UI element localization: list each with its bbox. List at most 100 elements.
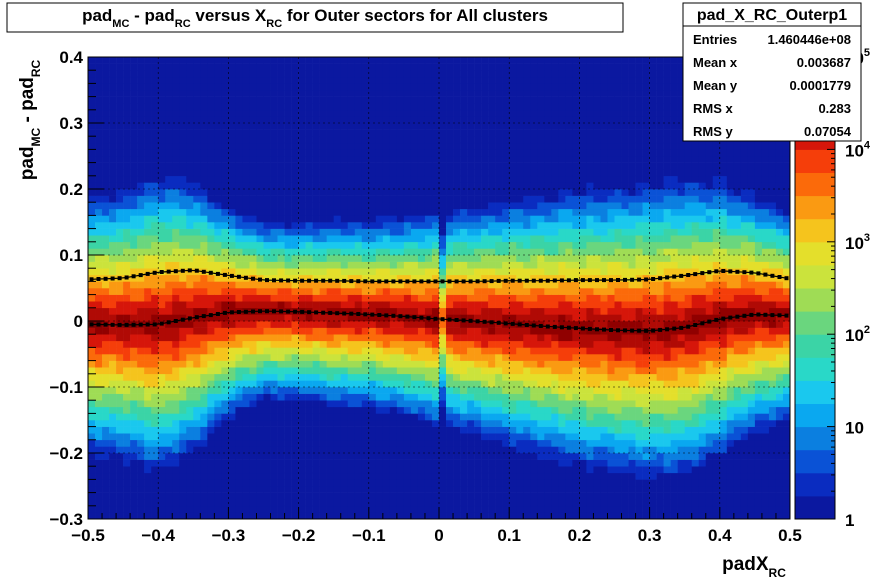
heatmap-cell bbox=[221, 162, 229, 170]
heatmap-cell bbox=[368, 420, 377, 427]
heatmap-cell bbox=[214, 354, 222, 361]
heatmap-cell bbox=[523, 393, 531, 401]
heatmap-cell bbox=[291, 268, 299, 276]
heatmap-cell bbox=[347, 420, 356, 427]
heatmap-cell bbox=[263, 354, 271, 361]
heatmap-cell bbox=[151, 466, 159, 474]
heatmap-cell bbox=[579, 162, 587, 170]
heatmap-cell bbox=[516, 406, 524, 414]
heatmap-cell bbox=[193, 162, 201, 170]
heatmap-cell bbox=[382, 83, 391, 91]
heatmap-cell bbox=[544, 334, 552, 342]
heatmap-cell bbox=[158, 255, 166, 262]
heatmap-cell bbox=[228, 96, 236, 104]
heatmap-cell bbox=[460, 479, 468, 487]
heatmap-cell bbox=[340, 426, 349, 434]
heatmap-cell bbox=[144, 314, 152, 322]
heatmap-cell bbox=[235, 453, 243, 460]
heatmap-cell bbox=[551, 426, 559, 434]
heatmap-cell bbox=[270, 248, 278, 256]
heatmap-cell bbox=[431, 472, 440, 480]
heatmap-cell bbox=[488, 380, 496, 388]
heatmap-cell bbox=[235, 129, 243, 137]
heatmap-cell bbox=[410, 301, 419, 309]
heatmap-cell bbox=[221, 327, 229, 335]
heatmap-cell bbox=[396, 116, 405, 124]
heatmap-cell bbox=[312, 63, 320, 71]
heatmap-cell bbox=[186, 472, 194, 480]
heatmap-cell bbox=[396, 420, 405, 427]
heatmap-cell bbox=[319, 63, 327, 71]
heatmap-cell bbox=[102, 63, 110, 71]
heatmap-cell bbox=[396, 360, 405, 368]
heatmap-cell bbox=[460, 235, 468, 243]
heatmap-cell bbox=[179, 492, 187, 500]
heatmap-cell bbox=[537, 222, 545, 229]
heatmap-cell bbox=[144, 261, 152, 269]
heatmap-cell bbox=[467, 116, 475, 124]
heatmap-cell bbox=[424, 57, 433, 64]
heatmap-cell bbox=[144, 96, 152, 104]
heatmap-cell bbox=[242, 294, 250, 302]
heatmap-cell bbox=[417, 459, 426, 467]
heatmap-cell bbox=[551, 499, 559, 507]
heatmap-cell bbox=[207, 162, 215, 170]
heatmap-cell bbox=[333, 83, 342, 91]
heatmap-cell bbox=[207, 347, 215, 355]
heatmap-cell bbox=[453, 373, 461, 381]
heatmap-cell bbox=[431, 281, 440, 289]
heatmap-cell bbox=[221, 116, 229, 124]
heatmap-cell bbox=[516, 57, 524, 64]
heatmap-cell bbox=[340, 202, 349, 210]
heatmap-cell bbox=[172, 261, 180, 269]
heatmap-cell bbox=[453, 413, 461, 421]
heatmap-cell bbox=[551, 307, 559, 315]
heatmap-cell bbox=[453, 202, 461, 210]
heatmap-cell bbox=[537, 70, 545, 78]
heatmap-cell bbox=[179, 505, 187, 513]
heatmap-cell bbox=[137, 439, 145, 447]
heatmap-cell bbox=[235, 142, 243, 150]
heatmap-cell bbox=[144, 505, 152, 513]
heatmap-cell bbox=[270, 406, 278, 414]
heatmap-cell bbox=[516, 189, 524, 196]
heatmap-cell bbox=[474, 512, 482, 520]
heatmap-cell bbox=[354, 169, 363, 177]
heatmap-cell bbox=[410, 129, 419, 137]
heatmap-cell bbox=[347, 499, 356, 507]
heatmap-cell bbox=[172, 420, 180, 427]
heatmap-cell bbox=[523, 268, 531, 276]
heatmap-cell bbox=[165, 499, 173, 507]
heatmap-cell bbox=[495, 222, 503, 229]
heatmap-cell bbox=[326, 90, 334, 97]
heatmap-cell bbox=[361, 433, 370, 441]
heatmap-cell bbox=[95, 76, 103, 84]
heatmap-cell bbox=[88, 149, 96, 157]
heatmap-cell bbox=[144, 123, 152, 130]
heatmap-cell bbox=[565, 413, 573, 421]
heatmap-cell bbox=[572, 156, 580, 163]
heatmap-cell bbox=[326, 109, 334, 117]
heatmap-cell bbox=[389, 406, 398, 414]
heatmap-cell bbox=[165, 307, 173, 315]
heatmap-cell bbox=[368, 466, 377, 474]
heatmap-cell bbox=[235, 294, 243, 302]
heatmap-cell bbox=[88, 57, 96, 64]
heatmap-cell bbox=[382, 189, 391, 196]
heatmap-cell bbox=[467, 235, 475, 243]
heatmap-cell bbox=[102, 156, 110, 163]
heatmap-cell bbox=[495, 340, 503, 348]
heatmap-cell bbox=[403, 340, 412, 348]
heatmap-cell bbox=[417, 156, 426, 163]
heatmap-cell bbox=[249, 175, 257, 183]
heatmap-cell bbox=[256, 57, 264, 64]
heatmap-cell bbox=[389, 109, 398, 117]
heatmap-cell bbox=[165, 103, 173, 111]
heatmap-cell bbox=[291, 76, 299, 84]
heatmap-cell bbox=[193, 235, 201, 243]
heatmap-cell bbox=[488, 156, 496, 163]
heatmap-cell bbox=[523, 347, 531, 355]
heatmap-cell bbox=[123, 327, 131, 335]
heatmap-cell bbox=[389, 492, 398, 500]
heatmap-cell bbox=[474, 248, 482, 256]
